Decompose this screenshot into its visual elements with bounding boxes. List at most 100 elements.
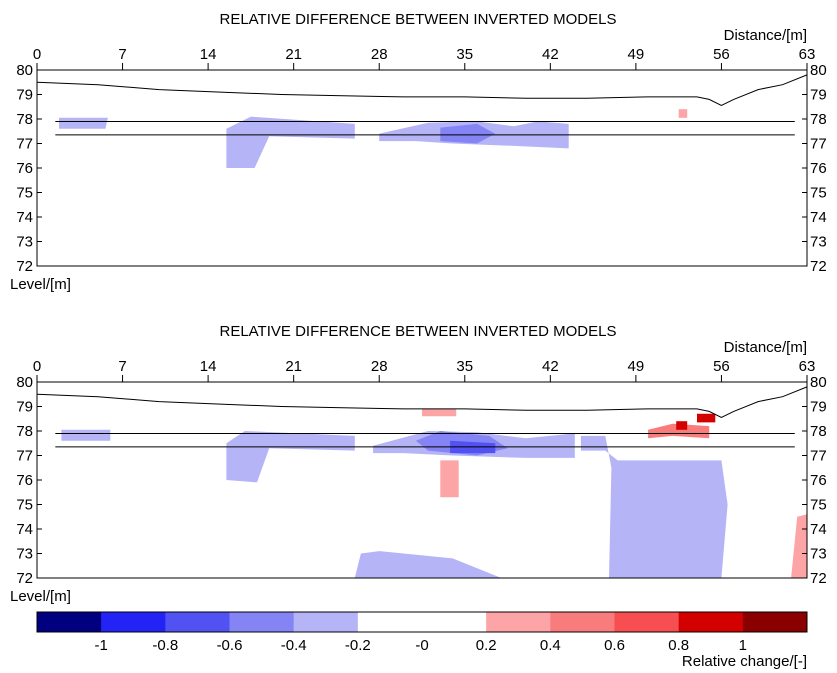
anomaly-region — [59, 117, 108, 129]
x-tick-label: 28 — [371, 46, 388, 63]
chart-title: RELATIVE DIFFERENCE BETWEEN INVERTED MOD… — [219, 323, 616, 340]
colorbar-swatch — [165, 612, 230, 632]
anomaly-region — [226, 116, 355, 168]
colorbar: Relative change/[-] -1 -0.8 -0.6 -0.4 -0.2 -0… — [36, 611, 808, 670]
y-tick-label-left: 74 — [16, 209, 33, 226]
bottom-panel: RELATIVE DIFFERENCE BETWEEN INVERTED MOD… — [10, 323, 827, 605]
y-tick-label-right: 78 — [810, 423, 827, 440]
anomaly-region — [697, 413, 716, 423]
colorbar-tick-label: 0.2 — [476, 637, 497, 654]
y-tick-label-left: 79 — [16, 399, 33, 416]
anomaly-region — [648, 423, 710, 439]
y-tick-label-left: 73 — [16, 546, 33, 563]
y-tick-label-right: 77 — [810, 448, 827, 465]
anomaly-region — [678, 109, 688, 118]
colorbar-label: Relative change/[-] — [682, 653, 807, 670]
x-tick-label: 0 — [33, 46, 41, 63]
y-tick-label-left: 77 — [16, 136, 33, 153]
y-tick-label-left: 80 — [16, 374, 33, 391]
x-tick-label: 49 — [628, 358, 645, 375]
colorbar-tick-label: 1 — [739, 637, 747, 654]
y-tick-label-right: 76 — [810, 160, 827, 177]
y-tick-label-right: 72 — [810, 258, 827, 275]
y-tick-label-left: 76 — [16, 472, 33, 489]
colorbar-swatch — [486, 612, 551, 632]
y-tick-label-left: 74 — [16, 521, 33, 538]
x-tick-label: 21 — [285, 46, 302, 63]
x-tick-label: 7 — [118, 46, 126, 63]
y-tick-label-left: 77 — [16, 448, 33, 465]
y-tick-label-left: 78 — [16, 423, 33, 440]
chart-title: RELATIVE DIFFERENCE BETWEEN INVERTED MOD… — [219, 11, 616, 28]
x-tick-label: 42 — [542, 46, 559, 63]
y-tick-label-right: 76 — [810, 472, 827, 489]
colorbar-swatch — [293, 612, 359, 632]
colorbar-tick-label: -0.4 — [281, 637, 307, 654]
y-tick-label-right: 77 — [810, 136, 827, 153]
colorbar-swatch — [678, 612, 744, 632]
y-tick-label-right: 80 — [810, 62, 827, 79]
colorbar-swatch — [37, 612, 102, 632]
x-tick-label: 14 — [200, 358, 217, 375]
colorbar-tick-label: -0 — [415, 637, 428, 654]
colorbar-tick-label: 0.8 — [668, 637, 689, 654]
colorbar-tick-label: 0.4 — [540, 637, 561, 654]
x-tick-label: 7 — [118, 358, 126, 375]
x-tick-label: 56 — [713, 46, 730, 63]
colorbar-swatch — [101, 612, 166, 632]
anomaly-layer — [59, 109, 688, 168]
y-tick-label-right: 74 — [810, 521, 827, 538]
x-tick-label: 0 — [33, 358, 41, 375]
y-tick-label-left: 79 — [16, 87, 33, 104]
y-axis-label: Level/[m] — [10, 276, 71, 293]
x-tick-label: 28 — [371, 358, 388, 375]
x-tick-label: 42 — [542, 358, 559, 375]
top-panel: RELATIVE DIFFERENCE BETWEEN INVERTED MOD… — [10, 11, 827, 293]
colorbar-swatch — [229, 612, 294, 632]
y-axis-label: Level/[m] — [10, 588, 71, 605]
surface-line — [36, 74, 808, 107]
x-axis-label: Distance/[m] — [724, 27, 807, 44]
x-tick-label: 14 — [200, 46, 217, 63]
anomaly-region — [226, 431, 355, 483]
colorbar-swatch — [422, 612, 487, 632]
colorbar-tick-label: -0.8 — [152, 637, 178, 654]
anomaly-layer — [61, 408, 807, 578]
colorbar-swatch — [550, 612, 615, 632]
y-tick-label-right: 75 — [810, 185, 827, 202]
surface-line — [36, 386, 808, 419]
anomaly-region — [791, 514, 807, 578]
colorbar-tick-label: -1 — [94, 637, 107, 654]
y-tick-label-left: 75 — [16, 185, 33, 202]
y-tick-label-right: 78 — [810, 111, 827, 128]
colorbar-swatch — [742, 612, 808, 632]
colorbar-tick-label: -0.6 — [217, 637, 243, 654]
colorbar-swatch — [614, 612, 679, 632]
x-tick-label: 63 — [799, 46, 816, 63]
y-tick-label-left: 76 — [16, 160, 33, 177]
y-tick-label-left: 80 — [16, 62, 33, 79]
y-tick-label-left: 78 — [16, 111, 33, 128]
anomaly-region — [676, 421, 688, 430]
colorbar-swatch — [357, 612, 423, 632]
y-tick-label-left: 72 — [16, 258, 33, 275]
anomaly-region — [422, 408, 457, 417]
y-tick-label-right: 79 — [810, 87, 827, 104]
y-tick-label-left: 75 — [16, 497, 33, 514]
y-tick-label-right: 80 — [810, 374, 827, 391]
y-tick-label-right: 73 — [810, 546, 827, 563]
y-tick-label-right: 73 — [810, 234, 827, 251]
y-tick-label-right: 75 — [810, 497, 827, 514]
anomaly-region — [440, 460, 459, 498]
anomaly-region — [440, 123, 496, 144]
y-tick-label-left: 73 — [16, 234, 33, 251]
x-tick-label: 35 — [456, 46, 473, 63]
y-tick-label-right: 72 — [810, 570, 827, 587]
x-tick-label: 21 — [285, 358, 302, 375]
x-tick-label: 63 — [799, 358, 816, 375]
plot-frame — [36, 69, 808, 267]
colorbar-tick-label: 0.6 — [604, 637, 625, 654]
x-tick-label: 49 — [628, 46, 645, 63]
x-tick-label: 35 — [456, 358, 473, 375]
